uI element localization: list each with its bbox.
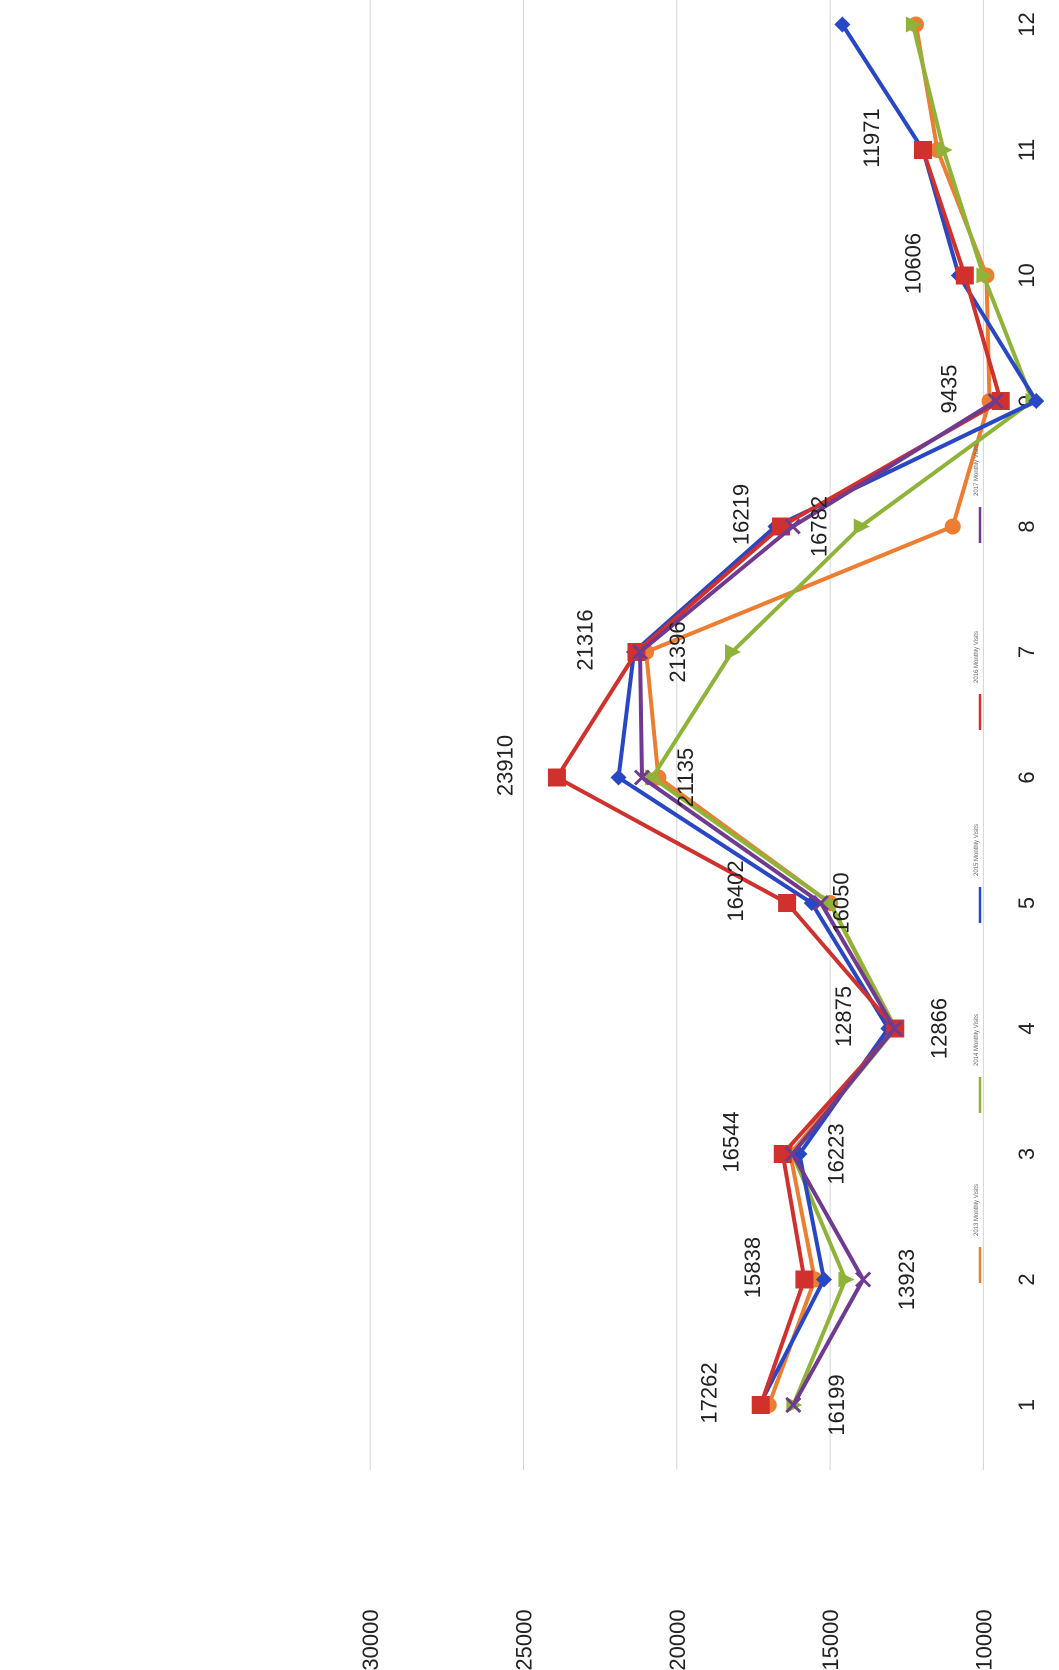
series (547, 141, 1010, 1414)
category-tick-label: 2 (1014, 1273, 1039, 1285)
data-label: 21316 (572, 609, 597, 670)
data-label: 16219 (729, 484, 754, 545)
data-label: 16782 (806, 496, 831, 557)
data-point-marker (976, 267, 993, 284)
data-point-marker (991, 392, 1010, 410)
legend-entry: 2015 Monthly Visits (974, 824, 980, 876)
data-point-marker (1028, 393, 1045, 409)
data-label: 12866 (926, 998, 951, 1059)
legend: 2013 Monthly Visits 2014 Monthly Visits 20… (974, 444, 982, 1283)
data-label: 10606 (901, 233, 926, 294)
data-point-marker (853, 518, 870, 535)
value-axis-ticks: 050001000015000200002500030000 (358, 1609, 996, 1670)
data-label: 16223 (823, 1123, 848, 1184)
data-label: 15838 (740, 1237, 765, 1298)
data-point-marker (778, 894, 797, 912)
data-point-marker (823, 895, 840, 911)
category-tick-label: 5 (1014, 897, 1039, 909)
data-point-marker (724, 644, 741, 660)
data-label: 21135 (673, 748, 698, 808)
data-point-marker (773, 1145, 792, 1163)
data-label: 16050 (829, 872, 854, 933)
series (631, 392, 1004, 1414)
legend-entry: 2017 Monthly Visits (974, 444, 980, 496)
data-point-marker (795, 1270, 814, 1289)
data-point-marker (905, 16, 922, 33)
category-tick-label: 11 (1014, 139, 1039, 162)
value-tick-label: 30000 (358, 1609, 383, 1670)
data-point-marker (815, 1271, 832, 1288)
data-label: 16402 (723, 860, 748, 921)
data-label: 16199 (824, 1374, 849, 1435)
value-tick-label: 20000 (665, 1609, 690, 1670)
data-point-marker (834, 16, 851, 33)
data-point-marker (785, 1396, 802, 1414)
legend-entry: 2016 Monthly Visits (974, 631, 980, 683)
category-tick-label: 4 (1014, 1022, 1039, 1034)
value-tick-label: 15000 (818, 1609, 843, 1670)
category-tick-label: 8 (1014, 520, 1039, 532)
category-tick-label: 3 (1014, 1148, 1039, 1160)
data-label: 12875 (831, 986, 856, 1047)
data-point-marker (631, 643, 649, 661)
data-labels: 17262 16199 15838 13923 16544 16223 12875 12866… (493, 108, 962, 1435)
data-label: 17262 (697, 1362, 722, 1423)
data-point-marker (633, 769, 651, 786)
data-point-marker (944, 518, 961, 535)
data-point-marker (886, 1020, 903, 1037)
data-point-marker (955, 266, 974, 285)
category-tick-label: 7 (1014, 646, 1039, 658)
category-tick-label: 12 (1014, 12, 1039, 36)
data-point-marker (838, 1271, 855, 1288)
data-point-marker (547, 768, 566, 787)
data-point-marker (812, 894, 829, 912)
legend-entry: 2013 Monthly Visits (974, 1184, 980, 1236)
data-point-marker (855, 1271, 872, 1288)
data-point-marker (751, 1396, 770, 1414)
data-label: 9435 (937, 365, 962, 414)
data-point-marker (913, 141, 932, 159)
data-label: 23910 (493, 735, 518, 796)
data-label: 13923 (894, 1249, 919, 1310)
value-tick-label: 25000 (512, 1609, 537, 1670)
category-tick-label: 6 (1014, 771, 1039, 783)
data-label: 16544 (719, 1111, 744, 1172)
data-point-marker (987, 392, 1004, 410)
data-label: 21396 (665, 621, 690, 682)
category-tick-label: 1 (1014, 1399, 1039, 1411)
series-group (547, 16, 1045, 1414)
data-point-marker (784, 1145, 801, 1163)
data-point-marker (610, 769, 627, 786)
value-tick-label: 10000 (971, 1609, 996, 1670)
category-tick-label: 10 (1014, 263, 1039, 287)
data-point-marker (936, 142, 953, 158)
data-label: 11971 (859, 108, 884, 168)
gridlines (369, 0, 984, 1470)
series-line (650, 22, 1035, 1407)
data-point-marker (784, 518, 801, 535)
legend-entry: 2014 Monthly Visits (974, 1014, 980, 1066)
